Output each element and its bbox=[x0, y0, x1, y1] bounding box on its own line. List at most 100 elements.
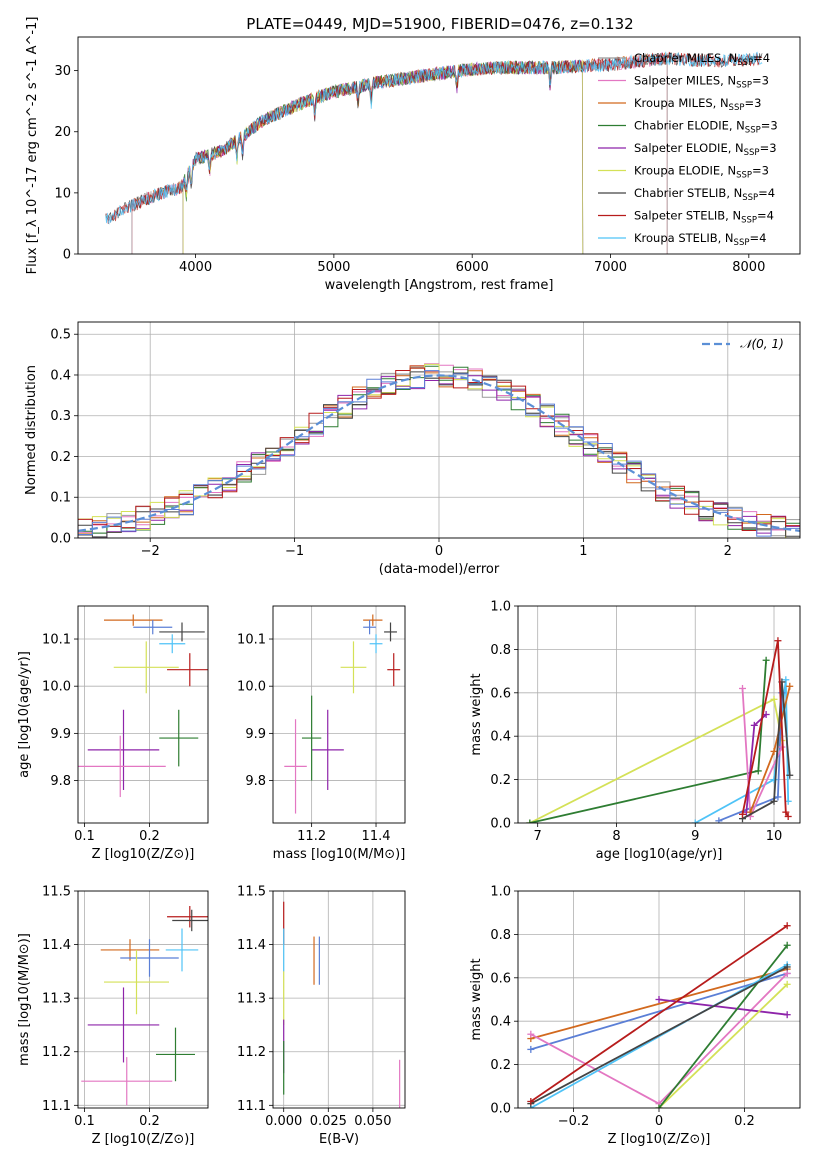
tick-label-x: 0.000 bbox=[265, 1114, 302, 1129]
weight-series-line bbox=[530, 966, 788, 1105]
tick-label-y: 0.6 bbox=[490, 971, 511, 986]
tick-label-y: 0.4 bbox=[490, 1015, 511, 1030]
tick-label-y: 9.9 bbox=[245, 727, 266, 742]
tick-label-y: 0.4 bbox=[50, 368, 71, 383]
axis-label-y: Normed distribution bbox=[24, 365, 39, 495]
plot-area-weight-vs-Z bbox=[518, 891, 800, 1108]
errorbar-point bbox=[363, 614, 383, 626]
tick-label-y: 11.3 bbox=[42, 992, 71, 1007]
tick-label-y: 0.0 bbox=[50, 532, 71, 547]
errorbar-point bbox=[81, 1057, 173, 1106]
axis-label-x: age [log10(age/yr)] bbox=[596, 847, 723, 862]
legend-label: 𝒩(0, 1) bbox=[740, 337, 784, 351]
legend-label: Salpeter MILES, NSSP=3 bbox=[634, 74, 769, 91]
weight-series-line bbox=[530, 924, 788, 1103]
tick-label-y: 11.2 bbox=[42, 1045, 71, 1060]
tick-label-x: −2 bbox=[141, 544, 160, 559]
tick-label-y: 30 bbox=[54, 64, 71, 79]
weight-series-line bbox=[741, 640, 789, 817]
tick-label-x: 0.2 bbox=[139, 829, 160, 844]
errorbar-point bbox=[120, 939, 179, 977]
axes-mass-vs-Z: 0.1 0.2 11.1 11.2 11.3 11.4 11.5 Z [log10(Z/Z⊙)… bbox=[17, 885, 209, 1147]
weight-marker bbox=[527, 1097, 535, 1105]
weight-marker bbox=[527, 1045, 535, 1053]
weight-series-line bbox=[530, 968, 788, 1040]
weight-marker bbox=[782, 676, 790, 684]
tick-label-x: 0.050 bbox=[354, 1114, 391, 1129]
weight-marker bbox=[655, 996, 663, 1003]
axes-age-vs-mass: 11.2 11.4 9.8 9.9 10.0 10.1 mass [log10(M/M⊙)] bbox=[237, 605, 406, 862]
tick-label-x: 0.2 bbox=[139, 1114, 160, 1129]
tick-label-y: 0.2 bbox=[50, 450, 71, 465]
tick-label-y: 10.0 bbox=[237, 680, 266, 695]
axes-weight-vs-age: 7 8 9 10 0.0 0.2 0.4 0.6 0.8 1.0 age [log10(age/yr… bbox=[469, 600, 801, 862]
plot-area-residuals bbox=[78, 322, 800, 538]
axes-residuals: −2 −1 0 1 2 0.0 0.1 0.2 0.3 0.4 0.5 (data-model)/er… bbox=[24, 321, 801, 577]
axis-label-y: age [log10(age/yr)] bbox=[17, 651, 32, 778]
tick-label-y: 11.5 bbox=[42, 885, 71, 900]
tick-label-y: 11.1 bbox=[42, 1099, 71, 1114]
tick-label-y: 0.0 bbox=[490, 1102, 511, 1117]
weight-marker bbox=[770, 797, 778, 805]
errorbar-point bbox=[387, 653, 401, 687]
legend-label: Salpeter STELIB, NSSP=4 bbox=[634, 209, 774, 226]
tick-label-y: 11.1 bbox=[237, 1099, 266, 1114]
tick-label-y: 0.4 bbox=[490, 730, 511, 745]
errorbar-point bbox=[87, 987, 160, 1063]
weight-marker bbox=[783, 922, 791, 930]
weight-marker bbox=[786, 682, 794, 690]
errorbar-point bbox=[165, 928, 199, 972]
tick-label-x: −0.2 bbox=[558, 1114, 590, 1129]
tick-label-x: −1 bbox=[285, 544, 304, 559]
axes-frame bbox=[77, 605, 209, 824]
weight-marker bbox=[526, 819, 534, 823]
tick-label-y: 9.8 bbox=[50, 774, 71, 789]
axis-label-y: mass weight bbox=[469, 958, 484, 1040]
axes-frame bbox=[517, 605, 801, 824]
tick-label-x: 8 bbox=[612, 829, 620, 844]
tick-label-y: 1.0 bbox=[490, 600, 511, 615]
tick-label-y: 20 bbox=[54, 125, 71, 140]
tick-label-x: 8000 bbox=[732, 260, 765, 275]
legend-label: Kroupa STELIB, NSSP=4 bbox=[634, 231, 766, 248]
weight-marker bbox=[762, 656, 770, 664]
tick-label-x: 0 bbox=[655, 1114, 663, 1129]
tick-label-y: 10.1 bbox=[42, 633, 71, 648]
weight-marker bbox=[782, 808, 790, 816]
tick-label-x: 0.1 bbox=[74, 829, 95, 844]
tick-label-x: 0.025 bbox=[310, 1114, 347, 1129]
errorbar-point bbox=[133, 620, 173, 635]
weight-marker bbox=[754, 767, 762, 775]
tick-label-y: 0.6 bbox=[490, 686, 511, 701]
tick-label-y: 0.8 bbox=[490, 928, 511, 943]
axes-age-vs-Z: 0.1 0.2 9.8 9.9 10.0 10.1 Z [log10(Z/Z⊙)] age [… bbox=[17, 605, 209, 862]
plot-area-mass-vs-ebv bbox=[273, 891, 405, 1108]
tick-label-y: 0.2 bbox=[490, 773, 511, 788]
tick-label-x: 2 bbox=[724, 544, 732, 559]
legend-label: Salpeter ELODIE, NSSP=3 bbox=[634, 141, 777, 158]
weight-marker bbox=[783, 969, 791, 977]
axis-label-x: Z [log10(Z/Z⊙)] bbox=[92, 847, 195, 862]
tick-label-x: 11.4 bbox=[362, 829, 391, 844]
axis-label-x: wavelength [Angstrom, rest frame] bbox=[325, 278, 554, 293]
errorbar-point bbox=[167, 906, 208, 928]
tick-label-x: 9 bbox=[691, 829, 699, 844]
axis-label-x: (data-model)/error bbox=[379, 562, 500, 577]
weight-marker bbox=[738, 810, 746, 818]
tick-label-y: 0.5 bbox=[50, 328, 71, 343]
legend-label: Chabrier STELIB, NSSP=4 bbox=[634, 186, 775, 203]
weight-marker bbox=[783, 980, 791, 988]
errorbar-point bbox=[87, 709, 160, 790]
tick-label-y: 0.2 bbox=[490, 1058, 511, 1073]
errorbar-point bbox=[104, 949, 169, 1015]
tick-label-x: 6000 bbox=[456, 260, 489, 275]
axes-mass-vs-ebv: 0.000 0.025 0.050 11.1 11.2 11.3 11.4 11.5 E(B-V… bbox=[237, 885, 406, 1147]
tick-label-y: 0.8 bbox=[490, 643, 511, 658]
axes-frame bbox=[77, 321, 801, 539]
gaussian-curve bbox=[78, 374, 800, 532]
axes-frame bbox=[77, 36, 801, 255]
weight-series-line bbox=[658, 944, 788, 1108]
tick-label-x: 4000 bbox=[179, 260, 212, 275]
weight-series-line bbox=[530, 964, 788, 1108]
weight-marker bbox=[770, 747, 778, 755]
